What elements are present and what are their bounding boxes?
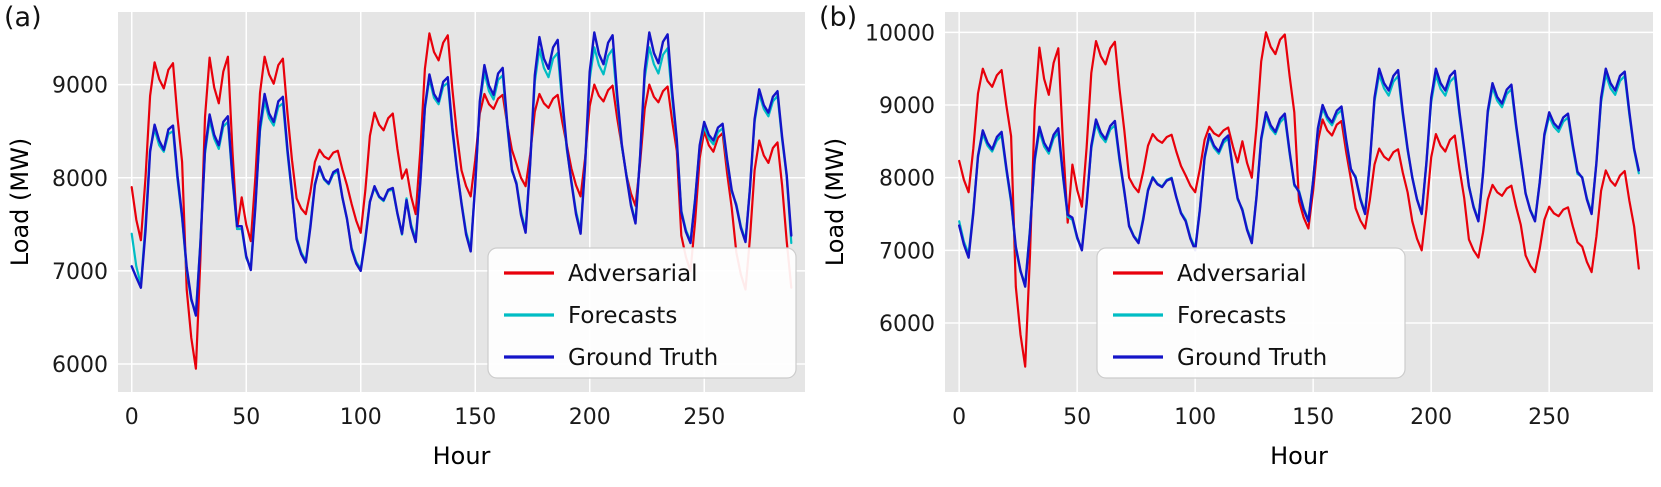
y-axis-label: Load (MW): [821, 138, 849, 266]
x-tick-label: 0: [952, 405, 966, 430]
legend-box: [487, 247, 797, 379]
plot-b: 0 50 100 150 200 250 6000 7000 8000 9000 10000 Hour…: [821, 12, 1653, 470]
x-tick-label: 150: [454, 405, 496, 430]
chart-panel-a: (a) 0 50 100 150 200 250 6000 7000 8000 9000 Hour L…: [0, 0, 815, 487]
legend-box: [1096, 247, 1406, 379]
y-tick-label: 6000: [52, 353, 108, 378]
plot-a: 0 50 100 150 200 250 6000 7000 8000 9000 Hour Load …: [6, 12, 805, 470]
series-line-ground_truth: [957, 67, 1640, 288]
x-tick-label: 50: [1063, 405, 1091, 430]
tick-labels: 0 50 100 150 200 250 6000 7000 8000 9000 10000: [865, 21, 1570, 430]
legend-label-ground_truth: Ground Truth: [1177, 345, 1327, 371]
x-tick-label: 50: [232, 405, 260, 430]
series-group: [130, 31, 793, 370]
legend: Adversarial Forecasts Ground Truth: [487, 247, 797, 379]
x-tick-label: 200: [569, 405, 611, 430]
x-tick-label: 100: [1174, 405, 1216, 430]
series-line-ground_truth: [130, 31, 793, 317]
legend-label-forecasts: Forecasts: [1177, 303, 1286, 329]
legend: Adversarial Forecasts Ground Truth: [1096, 247, 1406, 379]
series-line-adversarial: [958, 31, 1640, 368]
series-line-adversarial: [130, 32, 793, 370]
y-axis-label: Load (MW): [6, 138, 34, 266]
x-tick-label: 250: [683, 405, 725, 430]
x-axis-label: Hour: [1270, 442, 1328, 470]
legend-label-forecasts: Forecasts: [568, 303, 677, 329]
y-tick-label: 6000: [879, 312, 935, 337]
chart-panel-b: (b) 0 50 100 150 200 250 6000 7000 8000 9000 10000…: [815, 0, 1661, 487]
x-tick-label: 100: [340, 405, 382, 430]
y-tick-label: 10000: [865, 21, 935, 46]
y-tick-label: 7000: [52, 260, 108, 285]
tick-labels: 0 50 100 150 200 250 6000 7000 8000 9000: [52, 74, 725, 430]
series-group: [957, 31, 1640, 368]
y-tick-label: 9000: [879, 94, 935, 119]
x-axis-label: Hour: [433, 442, 491, 470]
x-tick-label: 150: [1292, 405, 1334, 430]
panel-b-tag: (b): [819, 2, 858, 33]
y-tick-label: 9000: [52, 74, 108, 99]
legend-label-ground_truth: Ground Truth: [568, 345, 718, 371]
x-tick-label: 0: [125, 405, 139, 430]
legend-label-adversarial: Adversarial: [1177, 261, 1307, 287]
y-tick-label: 8000: [879, 167, 935, 192]
x-tick-label: 250: [1528, 405, 1570, 430]
legend-label-adversarial: Adversarial: [568, 261, 698, 287]
y-tick-label: 8000: [52, 167, 108, 192]
y-tick-label: 7000: [879, 239, 935, 264]
x-tick-label: 200: [1410, 405, 1452, 430]
panel-a-tag: (a): [4, 2, 42, 33]
